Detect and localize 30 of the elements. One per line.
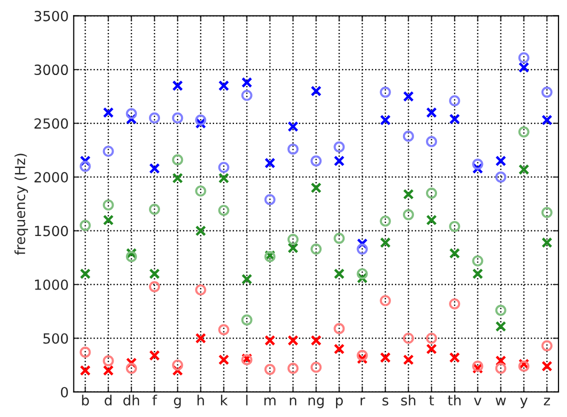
- x-tick-label: dh: [123, 394, 140, 406]
- x-tick-label: d: [104, 394, 112, 406]
- x-tick-label: m: [264, 398, 276, 406]
- x-tick-label: p: [336, 398, 343, 408]
- x-tick-label: z: [544, 398, 550, 406]
- y-tick-label: 0: [60, 386, 68, 398]
- y-tick-label: 1500: [35, 226, 68, 236]
- x-tick-label: s: [382, 398, 388, 406]
- y-tick-label: 500: [43, 333, 68, 344]
- y-axis-title: frequency (Hz): [14, 154, 28, 255]
- y-tick-label: 3000: [34, 64, 68, 76]
- x-tick-label: b: [82, 394, 89, 406]
- y-tick-label: 2500: [34, 118, 68, 129]
- x-tick-label: v: [474, 398, 482, 406]
- x-tick-label: l: [246, 394, 248, 406]
- x-tick-label: g: [174, 398, 181, 408]
- x-tick-label: ng: [308, 398, 324, 408]
- x-tick-label: y: [520, 398, 528, 408]
- x-tick-label: th: [448, 394, 461, 406]
- y-tick-label: 2000: [34, 172, 68, 183]
- y-tick-label: 3500: [34, 10, 68, 22]
- x-tick-label: f: [152, 394, 158, 406]
- x-tick-label: k: [221, 394, 228, 406]
- x-tick-label: w: [496, 398, 506, 406]
- y-tick-label: 1000: [35, 279, 68, 290]
- x-tick-label: t: [429, 396, 434, 406]
- x-tick-label: h: [198, 394, 204, 406]
- x-tick-label: sh: [401, 394, 416, 406]
- x-tick-label: n: [290, 398, 296, 406]
- x-tick-label: r: [360, 398, 366, 406]
